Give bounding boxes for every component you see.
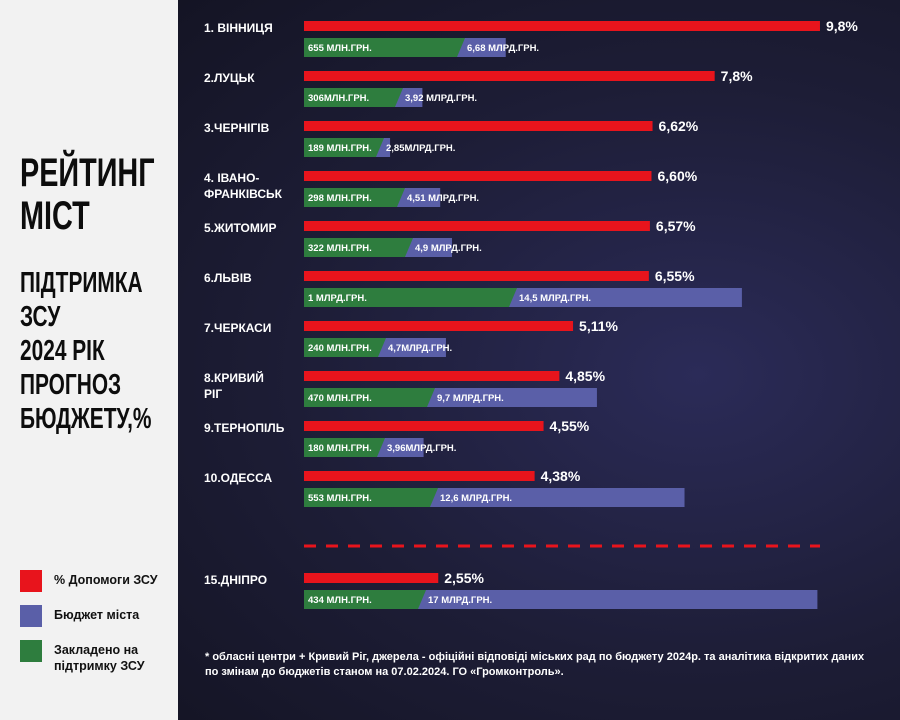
support-bar: [304, 421, 544, 431]
budget-value-label: 12,6 МЛРД.ГРН.: [440, 493, 512, 504]
side-panel: РЕЙТИНГ МІСТ ПІДТРИМКА ЗСУ 2024 РІК ПРОГ…: [0, 0, 178, 720]
support-bar: [304, 271, 649, 281]
legend-label-budget: Бюджет міста: [54, 608, 140, 622]
city-label: ФРАНКІВСЬК: [204, 187, 283, 201]
support-bar: [304, 171, 652, 181]
allocated-bar: [304, 138, 384, 157]
city-label: 9.ТЕРНОПІЛЬ: [204, 421, 285, 435]
support-pct-label: 6,57%: [656, 218, 696, 234]
support-pct-label: 5,11%: [579, 318, 618, 334]
chart-subtitle: ПІДТРИМКА ЗСУ 2024 РІК ПРОГНОЗ БЮДЖЕТУ,%: [20, 266, 151, 436]
allocated-value-label: 322 МЛН.ГРН.: [308, 243, 372, 254]
budget-bar: [304, 590, 818, 609]
allocated-bar: [304, 438, 385, 457]
allocated-value-label: 434 МЛН.ГРН.: [308, 595, 372, 606]
support-bar: [304, 371, 560, 381]
support-pct-label: 6,60%: [657, 168, 697, 184]
budget-value-label: 2,85МЛРД.ГРН.: [386, 143, 455, 154]
city-label: 2.ЛУЦЬК: [204, 71, 255, 85]
support-pct-label: 4,85%: [565, 368, 605, 384]
allocated-bar: [304, 388, 435, 407]
city-label: 6.ЛЬВІВ: [204, 271, 252, 285]
allocated-value-label: 189 МЛН.ГРН.: [308, 143, 372, 154]
allocated-value-label: 655 МЛН.ГРН.: [308, 43, 372, 54]
subtitle-line-1: ПІДТРИМКА: [20, 267, 143, 299]
subtitle-line-2: ЗСУ: [20, 301, 61, 333]
allocated-bar: [304, 590, 426, 609]
legend-swatch-blue: [20, 605, 42, 627]
allocated-value-label: 306МЛН.ГРН.: [308, 93, 369, 104]
support-bar: [304, 21, 820, 31]
city-label: 8.КРИВИЙ: [204, 370, 264, 385]
budget-value-label: 4,9 МЛРД.ГРН.: [415, 243, 482, 254]
city-label: 7.ЧЕРКАСИ: [204, 321, 271, 335]
support-bar: [304, 321, 574, 331]
subtitle-line-4: ПРОГНОЗ: [20, 369, 122, 401]
allocated-bar: [304, 88, 403, 107]
city-label: 15.ДНІПРО: [204, 573, 267, 587]
city-label: 5.ЖИТОМИР: [204, 221, 276, 235]
support-pct-label: 6,55%: [655, 268, 695, 284]
allocated-bar: [304, 488, 438, 507]
city-label: 10.ОДЕССА: [204, 471, 272, 485]
support-bar: [304, 573, 439, 583]
allocated-value-label: 1 МЛРД.ГРН.: [308, 293, 367, 304]
allocated-value-label: 553 МЛН.ГРН.: [308, 493, 372, 504]
budget-value-label: 17 МЛРД.ГРН.: [428, 595, 492, 606]
support-bar: [304, 71, 715, 81]
support-bar: [304, 221, 650, 231]
allocated-bar: [304, 188, 405, 207]
allocated-bar: [304, 38, 465, 57]
support-pct-label: 7,8%: [721, 68, 753, 84]
budget-value-label: 3,96МЛРД.ГРН.: [387, 443, 456, 454]
support-pct-label: 2,55%: [444, 570, 484, 586]
support-pct-label: 6,62%: [659, 118, 699, 134]
support-pct-label: 4,55%: [550, 418, 590, 434]
allocated-value-label: 470 МЛН.ГРН.: [308, 393, 372, 404]
allocated-bar: [304, 288, 517, 307]
city-label: 1. ВІННИЦЯ: [204, 21, 273, 35]
city-label: РІГ: [204, 387, 222, 401]
allocated-bar: [304, 238, 413, 257]
budget-value-label: 9,7 МЛРД.ГРН.: [437, 393, 504, 404]
support-pct-label: 9,8%: [826, 18, 858, 34]
city-label: 3.ЧЕРНІГІВ: [204, 121, 270, 135]
legend-label-support: % Допомоги ЗСУ: [54, 573, 158, 587]
budget-value-label: 4,7МЛРД.ГРН.: [388, 343, 452, 354]
budget-value-label: 6,68 МЛРД.ГРН.: [467, 43, 539, 54]
legend-label-allocated: Закладено на підтримку ЗСУ: [54, 643, 145, 673]
support-pct-label: 4,38%: [541, 468, 581, 484]
allocated-bar: [304, 338, 386, 357]
support-bar: [304, 121, 653, 131]
allocated-value-label: 298 МЛН.ГРН.: [308, 193, 372, 204]
subtitle-line-3: 2024 РІК: [20, 335, 105, 367]
title-line-2: МІСТ: [20, 194, 90, 238]
footnote: * обласні центри + Кривий Ріг, джерела -…: [205, 651, 865, 678]
allocated-value-label: 240 МЛН.ГРН.: [308, 343, 372, 354]
legend-swatch-red: [20, 570, 42, 592]
support-bar: [304, 471, 535, 481]
city-label: 4. ІВАНО-: [204, 171, 259, 185]
allocated-value-label: 180 МЛН.ГРН.: [308, 443, 372, 454]
budget-value-label: 4,51 МЛРД.ГРН.: [407, 193, 479, 204]
budget-value-label: 14,5 МЛРД.ГРН.: [519, 293, 591, 304]
budget-value-label: 3,92 МЛРД.ГРН.: [405, 93, 477, 104]
legend-swatch-green: [20, 640, 42, 662]
